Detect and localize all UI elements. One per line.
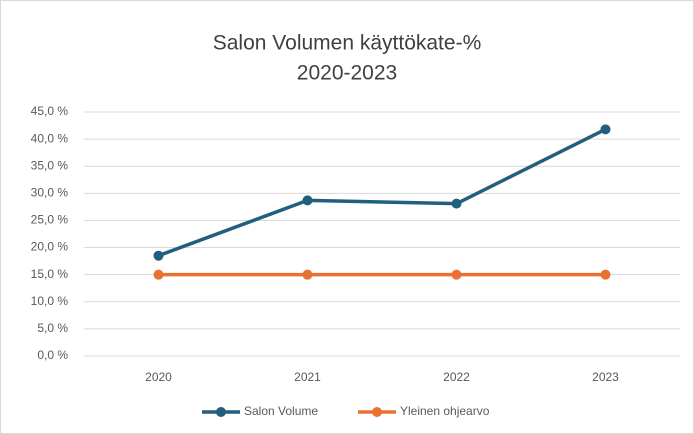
y-tick-label: 20,0 % — [31, 240, 69, 254]
x-tick-label: 2021 — [294, 370, 321, 384]
legend-label: Salon Volume — [244, 404, 318, 418]
chart-subtitle: 2020-2023 — [297, 62, 397, 85]
y-tick-label: 40,0 % — [31, 131, 69, 145]
y-tick-label: 30,0 % — [31, 186, 69, 200]
series-marker — [153, 269, 164, 280]
legend-marker — [372, 407, 382, 417]
series-marker — [451, 269, 462, 280]
x-tick-label: 2023 — [592, 370, 619, 384]
y-tick-label: 5,0 % — [37, 321, 68, 335]
series-marker — [451, 198, 462, 209]
legend-label: Yleinen ohjearvo — [400, 404, 490, 418]
y-tick-label: 35,0 % — [31, 158, 69, 172]
y-tick-label: 25,0 % — [31, 213, 69, 227]
x-tick-label: 2020 — [145, 370, 172, 384]
series-line — [157, 127, 607, 258]
y-tick-label: 15,0 % — [31, 267, 69, 281]
series-marker — [302, 269, 313, 280]
chart-title: Salon Volumen käyttökate-% — [213, 32, 482, 55]
y-tick-label: 10,0 % — [31, 294, 69, 308]
series-marker — [600, 269, 611, 280]
series-marker — [153, 250, 164, 261]
series-marker — [600, 124, 611, 135]
y-tick-label: 45,0 % — [31, 104, 69, 118]
y-tick-label: 0,0 % — [37, 348, 68, 362]
series-marker — [302, 195, 313, 206]
x-tick-label: 2022 — [443, 370, 470, 384]
legend-marker — [216, 407, 226, 417]
